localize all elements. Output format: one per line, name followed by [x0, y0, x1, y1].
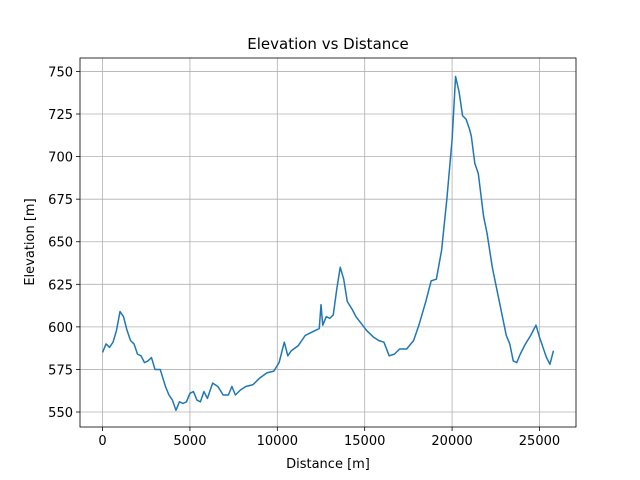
- y-tick-label: 700: [48, 151, 73, 166]
- chart-title: Elevation vs Distance: [247, 35, 409, 53]
- x-tick-label: 10000: [257, 434, 298, 449]
- x-tick-label: 20000: [431, 434, 472, 449]
- y-tick-label: 575: [48, 363, 73, 378]
- y-tick-label: 750: [48, 65, 73, 80]
- x-tick-label: 25000: [519, 434, 560, 449]
- plot-frame: [79, 57, 577, 428]
- x-tick-label: 5000: [173, 434, 206, 449]
- y-axis-label: Elevation [m]: [23, 198, 38, 285]
- x-axis-label: Distance [m]: [286, 457, 370, 472]
- data-line: [101, 75, 555, 412]
- x-tick-label: 0: [98, 434, 106, 449]
- y-tick-label: 675: [48, 193, 73, 208]
- y-tick-label: 600: [48, 321, 73, 336]
- x-tick-label: 15000: [344, 434, 385, 449]
- y-tick-label: 725: [48, 108, 73, 123]
- y-tick-label: 625: [48, 278, 73, 293]
- y-tick-label: 650: [48, 236, 73, 251]
- y-tick-label: 550: [48, 406, 73, 421]
